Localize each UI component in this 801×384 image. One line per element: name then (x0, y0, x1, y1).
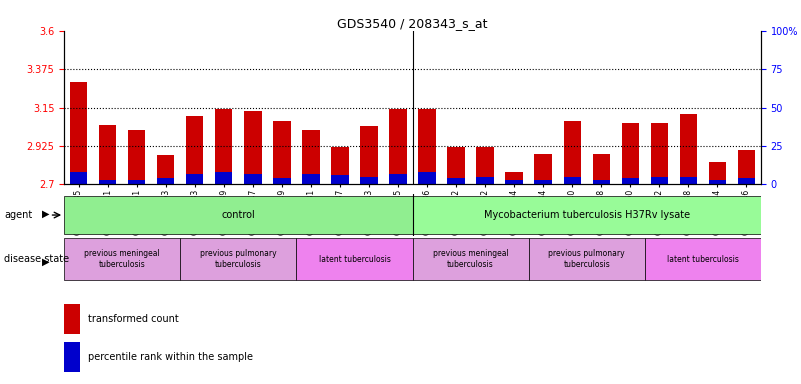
Bar (389, 109, 407, 184)
FancyBboxPatch shape (180, 238, 296, 280)
Text: percentile rank within the sample: percentile rank within the sample (88, 351, 253, 361)
Bar (650, 177, 668, 184)
Bar (186, 174, 203, 184)
Text: latent tuberculosis: latent tuberculosis (319, 255, 390, 264)
FancyBboxPatch shape (64, 196, 413, 234)
FancyBboxPatch shape (413, 196, 761, 234)
Text: ▶: ▶ (42, 209, 50, 219)
Bar (302, 174, 320, 184)
Bar (563, 121, 581, 184)
Text: disease state: disease state (4, 254, 69, 264)
Text: ▶: ▶ (42, 257, 50, 267)
Text: latent tuberculosis: latent tuberculosis (667, 255, 739, 264)
Bar (534, 180, 552, 184)
FancyBboxPatch shape (645, 238, 761, 280)
Bar (331, 175, 348, 184)
Bar (447, 178, 465, 184)
Bar (418, 172, 436, 184)
Bar (99, 180, 116, 184)
Text: previous meningeal
tuberculosis: previous meningeal tuberculosis (84, 250, 160, 269)
Text: previous meningeal
tuberculosis: previous meningeal tuberculosis (433, 250, 509, 269)
Bar (215, 109, 232, 184)
Bar (128, 180, 146, 184)
Bar (64, 304, 80, 334)
Bar (70, 172, 87, 184)
Text: previous pulmonary
tuberculosis: previous pulmonary tuberculosis (200, 250, 276, 269)
Bar (477, 147, 493, 184)
Bar (738, 150, 755, 184)
Bar (331, 147, 348, 184)
Bar (505, 172, 523, 184)
Bar (534, 154, 552, 184)
Bar (64, 342, 80, 372)
Bar (360, 126, 377, 184)
Bar (593, 180, 610, 184)
Bar (679, 114, 697, 184)
Text: Mycobacterium tuberculosis H37Rv lysate: Mycobacterium tuberculosis H37Rv lysate (484, 210, 690, 220)
Bar (418, 109, 436, 184)
Text: agent: agent (4, 210, 32, 220)
FancyBboxPatch shape (296, 238, 413, 280)
Bar (593, 154, 610, 184)
Bar (477, 177, 493, 184)
Bar (157, 155, 175, 184)
Bar (738, 178, 755, 184)
Bar (128, 130, 146, 184)
Bar (650, 123, 668, 184)
Bar (186, 116, 203, 184)
Text: transformed count: transformed count (88, 314, 179, 324)
Bar (563, 177, 581, 184)
Bar (360, 177, 377, 184)
Bar (157, 178, 175, 184)
Bar (273, 121, 291, 184)
Bar (505, 180, 523, 184)
Title: GDS3540 / 208343_s_at: GDS3540 / 208343_s_at (337, 17, 488, 30)
Bar (99, 124, 116, 184)
Bar (447, 147, 465, 184)
Bar (302, 130, 320, 184)
Text: control: control (221, 210, 256, 220)
Bar (70, 82, 87, 184)
Bar (215, 172, 232, 184)
Bar (244, 111, 261, 184)
Bar (679, 177, 697, 184)
FancyBboxPatch shape (64, 238, 180, 280)
FancyBboxPatch shape (413, 238, 529, 280)
Bar (622, 123, 639, 184)
Bar (622, 178, 639, 184)
Bar (709, 180, 726, 184)
FancyBboxPatch shape (529, 238, 645, 280)
Bar (273, 178, 291, 184)
Bar (389, 174, 407, 184)
Bar (709, 162, 726, 184)
Text: previous pulmonary
tuberculosis: previous pulmonary tuberculosis (549, 250, 625, 269)
Bar (244, 174, 261, 184)
